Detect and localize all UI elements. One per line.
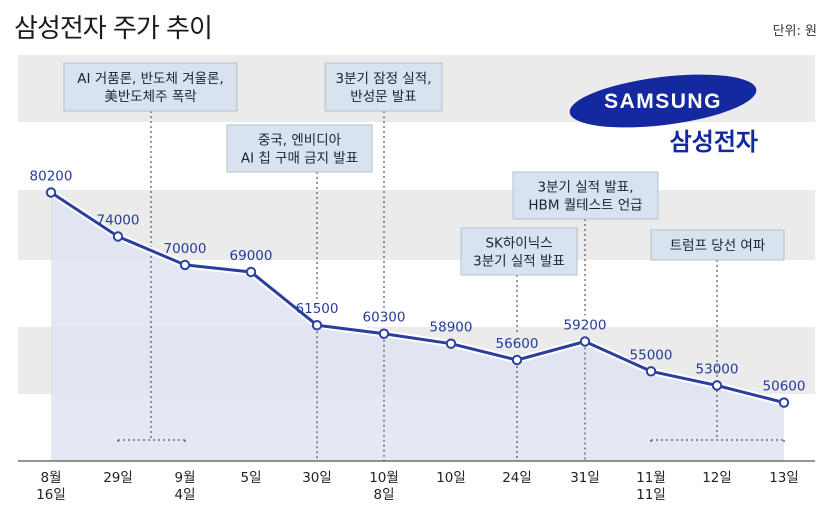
annotation-text: 美반도체주 폭락 [104,89,196,105]
annotation-text: AI 거품론, 반도체 겨울론, [77,71,223,87]
value-label: 80200 [30,169,73,185]
data-points [45,187,790,408]
value-label: 74000 [97,213,140,229]
data-point [311,320,323,331]
event-annotation: AI 거품론, 반도체 겨울론, 美반도체주 폭락 [63,62,238,112]
event-annotation: 트럼프 당선 여파 [650,229,785,261]
samsung-korean-name: 삼성전자 [670,128,758,156]
event-annotation: 3분기 잠정 실적, 반성문 발표 [324,62,443,112]
value-label: 58900 [430,320,473,336]
x-tick-label: 31일 [570,470,600,486]
data-point [378,328,390,339]
value-label: 53000 [696,362,739,378]
annotation-text: 반성문 발표 [350,89,416,105]
value-label: 50600 [763,379,806,395]
data-point [645,366,657,377]
area-under-line [51,192,784,461]
annotation-box [324,62,443,112]
value-labels: 80200 74000 70000 69000 61500 60300 58900 56600… [30,169,806,395]
price-line-stroke [50,191,785,405]
unit-label: 단위: 원 [772,24,817,39]
data-point [511,354,523,366]
annotation-box [226,124,373,173]
data-point [579,336,591,347]
annotation-text: 중국, 엔비디아 [258,133,342,149]
x-tick-label: 8월 16일 [36,470,66,503]
annotation-text: 트럼프 당선 여파 [670,238,766,254]
value-label: 59200 [564,318,607,334]
annotation-box [63,62,238,112]
data-point [179,259,191,271]
annotation-box [460,227,578,276]
annotation-text: 3분기 실적 발표, [538,180,634,196]
event-annotation: 3분기 실적 발표, HBM 퀄테스트 언급 [512,171,659,220]
x-tick-label: 10월 8일 [369,470,399,503]
data-point [245,266,257,278]
annotation-box [512,171,659,220]
x-tick-label: 29일 [103,470,133,486]
x-tick-label: 30일 [302,470,332,486]
data-point [112,231,124,242]
annotation-guides [117,111,785,461]
annotation-box [650,229,785,261]
event-annotation: 중국, 엔비디아 AI 칩 구매 금지 발표 [226,124,373,173]
area-fill [51,192,784,461]
x-tick-label: 24일 [502,470,532,486]
x-tick-label: 12일 [702,470,732,486]
value-label: 69000 [230,248,273,264]
annotation-text: AI 칩 구매 금지 발표 [241,151,358,167]
samsung-logo: SAMSUNG 삼성전자 [569,74,758,156]
samsung-logo-oval [569,74,757,128]
price-line [49,189,785,406]
value-label: 60300 [363,310,406,326]
page-title: 삼성전자 주가 추이 [14,14,213,44]
event-annotation: SK하이닉스 3분기 실적 발표 [460,227,578,276]
value-label: 55000 [630,347,673,363]
x-tick-labels: 8월 16일 29일 9월 4일 5일 30일 10월 8일 10일 24일 31일 11월 11일 12일… [36,470,799,503]
x-tick-label: 5일 [240,470,261,486]
value-label: 56600 [496,336,539,352]
annotation-text: 3분기 실적 발표 [473,254,565,270]
data-point [445,338,457,349]
value-label: 70000 [164,241,207,257]
data-point [45,187,57,198]
x-tick-label: 9월 4일 [174,470,195,503]
data-point [711,380,723,391]
x-tick-label: 10일 [436,470,466,486]
data-point [778,397,790,408]
value-label: 61500 [296,301,339,317]
annotation-text: 3분기 잠정 실적, [336,71,432,87]
x-tick-label: 13일 [769,470,799,486]
annotation-text: HBM 퀄테스트 언급 [528,198,642,214]
x-tick-label: 11월 11일 [636,470,666,503]
samsung-wordmark: SAMSUNG [604,90,722,113]
annotation-text: SK하이닉스 [485,236,552,252]
